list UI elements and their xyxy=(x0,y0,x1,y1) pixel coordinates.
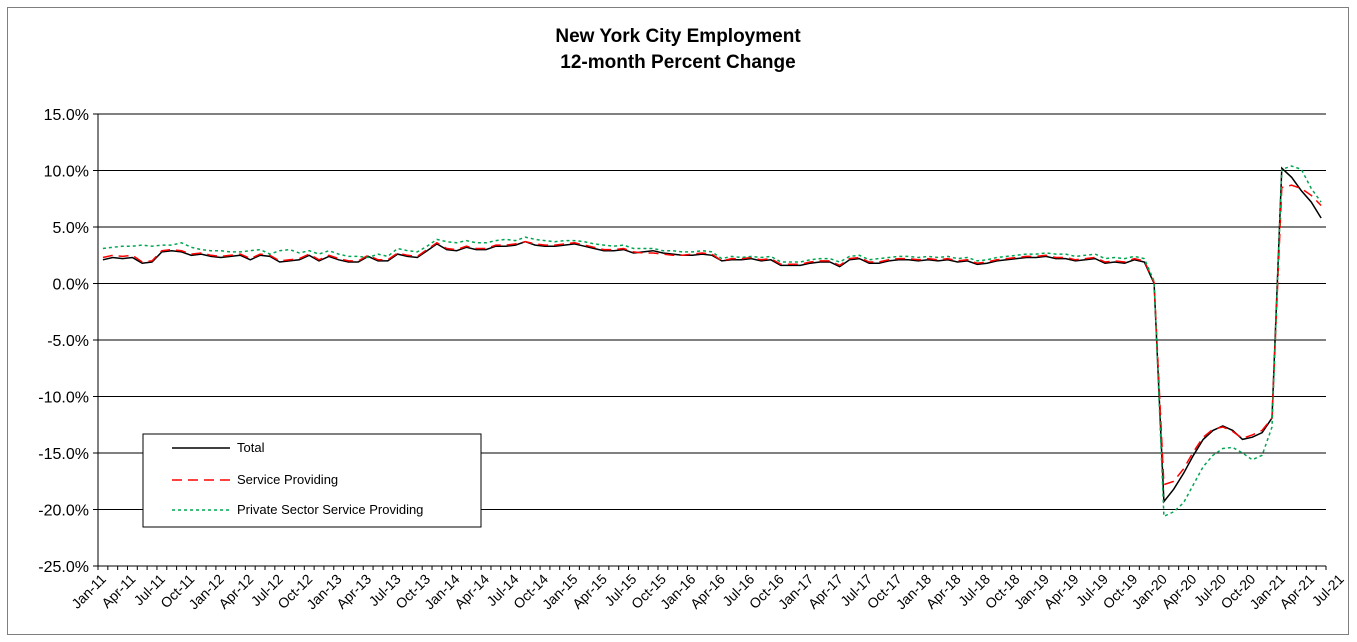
chart-subtitle: 12-month Percent Change xyxy=(560,52,795,73)
legend-box xyxy=(142,433,482,528)
chart-frame xyxy=(7,7,1349,635)
series-line-total xyxy=(102,166,1322,504)
x-tick-label: Jul-21 xyxy=(1309,571,1347,609)
legend-label-private-sector: Private Sector Service Providing xyxy=(237,502,423,517)
legend-label-service-providing: Service Providing xyxy=(237,472,338,487)
x-axis-ticks: Jan-11Apr-11Jul-11Oct-11Jan-12Apr-12Jul-… xyxy=(68,566,1347,612)
y-axis-ticks: 15.0% 10.0% 5.0% 0.0% -5.0% -10.0% -15.0% -20.0… xyxy=(38,107,98,576)
series-line-service-providing xyxy=(102,184,1322,486)
y-tick-label: 15.0% xyxy=(44,107,89,124)
series-lines xyxy=(102,165,1322,518)
series-line-private-sector-service-providing xyxy=(102,165,1322,518)
y-tick-label: -10.0% xyxy=(38,390,89,407)
y-tick-label: -25.0% xyxy=(38,559,89,576)
legend-label-total: Total xyxy=(237,440,265,455)
y-tick-label: 0.0% xyxy=(53,277,89,294)
y-tick-label: 10.0% xyxy=(44,164,89,181)
chart-title: New York City Employment xyxy=(555,26,801,47)
y-tick-label: 5.0% xyxy=(53,220,89,237)
y-tick-label: -5.0% xyxy=(47,333,89,350)
y-tick-label: -15.0% xyxy=(38,446,89,463)
x-tick-label: Apr-11 xyxy=(98,571,138,611)
legend: Total Service Providing Private Sector S… xyxy=(142,433,482,528)
y-tick-label: -20.0% xyxy=(38,503,89,520)
